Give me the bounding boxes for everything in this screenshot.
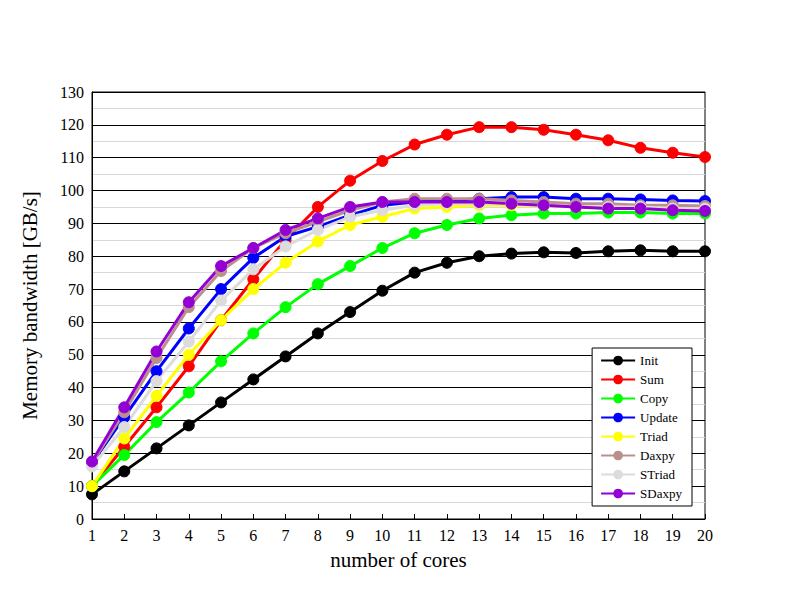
svg-text:8: 8 [314, 527, 322, 544]
svg-text:Sum: Sum [640, 372, 664, 387]
svg-text:18: 18 [632, 527, 648, 544]
svg-text:19: 19 [665, 527, 681, 544]
svg-text:12: 12 [439, 527, 455, 544]
svg-text:17: 17 [600, 527, 616, 544]
svg-text:10: 10 [374, 527, 390, 544]
svg-text:14: 14 [503, 527, 519, 544]
svg-text:1: 1 [88, 527, 96, 544]
svg-text:20: 20 [697, 527, 713, 544]
svg-text:70: 70 [68, 281, 84, 298]
svg-text:Update: Update [640, 410, 678, 425]
svg-text:Copy: Copy [640, 391, 669, 406]
svg-text:Init: Init [640, 353, 658, 368]
svg-text:5: 5 [217, 527, 225, 544]
svg-text:100: 100 [60, 182, 84, 199]
svg-text:40: 40 [68, 379, 84, 396]
svg-text:SDaxpy: SDaxpy [640, 486, 682, 501]
svg-text:3: 3 [153, 527, 161, 544]
svg-text:7: 7 [282, 527, 290, 544]
svg-text:9: 9 [346, 527, 354, 544]
svg-text:STriad: STriad [640, 467, 675, 482]
svg-text:15: 15 [536, 527, 552, 544]
svg-text:Daxpy: Daxpy [640, 448, 675, 463]
svg-text:80: 80 [68, 248, 84, 265]
svg-text:110: 110 [61, 149, 84, 166]
svg-text:11: 11 [407, 527, 422, 544]
svg-text:number of cores: number of cores [330, 548, 466, 572]
svg-text:30: 30 [68, 412, 84, 429]
svg-text:4: 4 [185, 527, 193, 544]
svg-text:2: 2 [120, 527, 128, 544]
svg-text:Memory bandwidth [GB/s]: Memory bandwidth [GB/s] [18, 191, 42, 420]
svg-text:90: 90 [68, 215, 84, 232]
svg-text:6: 6 [249, 527, 257, 544]
svg-text:20: 20 [68, 445, 84, 462]
svg-text:10: 10 [68, 478, 84, 495]
svg-text:0: 0 [76, 511, 84, 528]
svg-text:60: 60 [68, 313, 84, 330]
svg-text:Triad: Triad [640, 429, 668, 444]
svg-text:16: 16 [568, 527, 584, 544]
svg-text:130: 130 [60, 84, 84, 101]
svg-text:120: 120 [60, 116, 84, 133]
svg-text:13: 13 [471, 527, 487, 544]
svg-text:50: 50 [68, 346, 84, 363]
